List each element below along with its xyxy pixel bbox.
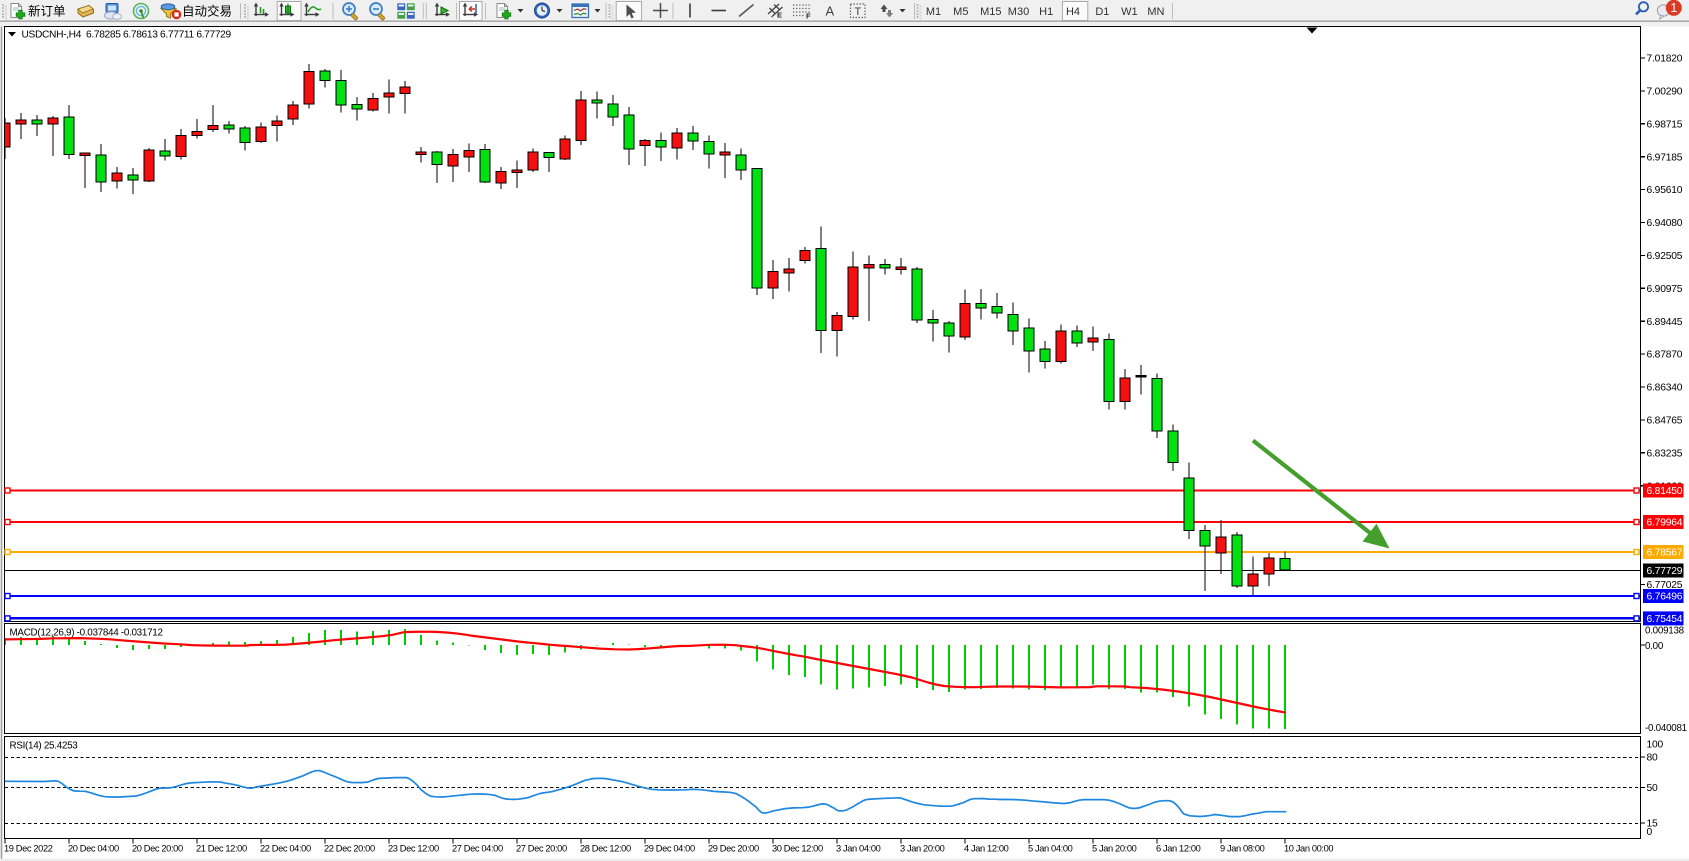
- svg-text:6.94080: 6.94080: [1647, 218, 1683, 229]
- svg-text:7.01820: 7.01820: [1647, 54, 1683, 65]
- svg-text:H4: H4: [1066, 6, 1080, 18]
- svg-text:22 Dec 20:00: 22 Dec 20:00: [324, 843, 375, 853]
- svg-text:27 Dec 04:00: 27 Dec 04:00: [452, 843, 503, 853]
- svg-text:7.00290: 7.00290: [1647, 87, 1683, 98]
- svg-text:21 Dec 12:00: 21 Dec 12:00: [196, 843, 247, 853]
- svg-text:27 Dec 20:00: 27 Dec 20:00: [516, 843, 567, 853]
- svg-text:6.86340: 6.86340: [1647, 383, 1683, 394]
- svg-text:6.75454: 6.75454: [1647, 614, 1683, 625]
- svg-text:0.00: 0.00: [1645, 641, 1664, 652]
- svg-text:6.84765: 6.84765: [1647, 416, 1683, 427]
- svg-text:30 Dec 12:00: 30 Dec 12:00: [772, 843, 823, 853]
- svg-text:3 Jan 20:00: 3 Jan 20:00: [900, 843, 945, 853]
- svg-text:6.89445: 6.89445: [1647, 317, 1683, 328]
- svg-text:100: 100: [1647, 740, 1664, 751]
- svg-text:6.97185: 6.97185: [1647, 152, 1683, 163]
- svg-text:0.009138: 0.009138: [1645, 626, 1685, 637]
- svg-text:6.77729: 6.77729: [1647, 566, 1683, 577]
- svg-text:4 Jan 12:00: 4 Jan 12:00: [964, 843, 1009, 853]
- svg-text:1: 1: [1670, 1, 1677, 15]
- svg-text:15: 15: [1647, 819, 1659, 830]
- svg-text:6.79964: 6.79964: [1647, 518, 1683, 529]
- svg-text:自动交易: 自动交易: [182, 4, 232, 19]
- svg-text:6.92505: 6.92505: [1647, 251, 1683, 262]
- svg-text:6.81450: 6.81450: [1647, 486, 1683, 497]
- svg-text:E: E: [777, 11, 782, 20]
- svg-text:6.95610: 6.95610: [1647, 185, 1683, 196]
- svg-text:6.78567: 6.78567: [1647, 548, 1683, 559]
- svg-text:6.87870: 6.87870: [1647, 350, 1683, 361]
- svg-text:6.98715: 6.98715: [1647, 119, 1683, 130]
- svg-text:10 Jan 00:00: 10 Jan 00:00: [1284, 843, 1333, 853]
- svg-text:5 Jan 04:00: 5 Jan 04:00: [1028, 843, 1073, 853]
- svg-text:新订单: 新订单: [28, 4, 66, 19]
- svg-text:RSI(14) 25.4253: RSI(14) 25.4253: [10, 740, 79, 751]
- svg-text:MACD(12,26,9) -0.037844 -0.031: MACD(12,26,9) -0.037844 -0.031712: [10, 627, 163, 638]
- svg-text:80: 80: [1647, 753, 1659, 764]
- svg-text:M1: M1: [926, 6, 941, 18]
- svg-text:19 Dec 2022: 19 Dec 2022: [4, 843, 53, 853]
- svg-text:6.76496: 6.76496: [1647, 592, 1683, 603]
- svg-text:6.77025: 6.77025: [1647, 580, 1683, 591]
- svg-text:M5: M5: [953, 6, 968, 18]
- svg-text:M30: M30: [1008, 6, 1029, 18]
- svg-text:20 Dec 04:00: 20 Dec 04:00: [68, 843, 119, 853]
- svg-text:29 Dec 04:00: 29 Dec 04:00: [644, 843, 695, 853]
- svg-text:28 Dec 12:00: 28 Dec 12:00: [580, 843, 631, 853]
- svg-text:29 Dec 20:00: 29 Dec 20:00: [708, 843, 759, 853]
- svg-text:5 Jan 20:00: 5 Jan 20:00: [1092, 843, 1137, 853]
- svg-text:A: A: [826, 4, 835, 19]
- svg-text:6.83235: 6.83235: [1647, 448, 1683, 459]
- svg-text:23 Dec 12:00: 23 Dec 12:00: [388, 843, 439, 853]
- svg-text:USDCNH-,H4 6.78285 6.78613 6.: USDCNH-,H4 6.78285 6.78613 6.77711 6.777…: [22, 29, 232, 40]
- svg-text:-0.040081: -0.040081: [1645, 723, 1687, 734]
- svg-text:MN: MN: [1147, 6, 1164, 18]
- svg-text:9 Jan 08:00: 9 Jan 08:00: [1220, 843, 1265, 853]
- svg-text:50: 50: [1647, 783, 1659, 794]
- svg-text:20 Dec 20:00: 20 Dec 20:00: [132, 843, 183, 853]
- svg-text:6.90975: 6.90975: [1647, 284, 1683, 295]
- svg-text:D1: D1: [1095, 6, 1109, 18]
- svg-text:T: T: [855, 6, 862, 18]
- svg-text:W1: W1: [1121, 6, 1138, 18]
- svg-text:22 Dec 04:00: 22 Dec 04:00: [260, 843, 311, 853]
- svg-text:M15: M15: [980, 6, 1001, 18]
- svg-text:H1: H1: [1039, 6, 1053, 18]
- svg-text:0: 0: [1647, 827, 1653, 838]
- svg-text:3 Jan 04:00: 3 Jan 04:00: [836, 843, 881, 853]
- svg-text:6 Jan 12:00: 6 Jan 12:00: [1156, 843, 1201, 853]
- svg-text:F: F: [806, 12, 811, 21]
